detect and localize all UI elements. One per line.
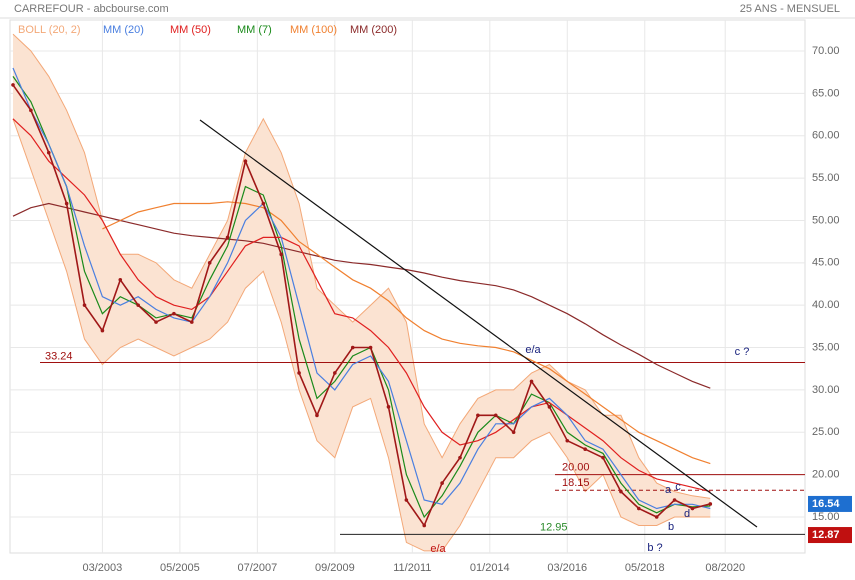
annotation: b ?: [647, 542, 662, 554]
y-tick-label: 65.00: [812, 87, 840, 99]
legend-entry: BOLL (20, 2): [18, 24, 81, 36]
y-tick-label: 35.00: [812, 341, 840, 353]
price-point: [565, 438, 570, 443]
price-point: [690, 506, 695, 511]
price-point: [547, 405, 552, 409]
y-tick-label: 40.00: [812, 299, 840, 311]
price-point: [100, 328, 105, 333]
price-point: [46, 150, 51, 155]
ma-line: [102, 201, 711, 465]
x-tick-label: 05/2005: [160, 562, 200, 574]
price-point: [529, 379, 534, 384]
price-point: [440, 481, 444, 485]
y-tick-label: 25.00: [812, 426, 840, 438]
y-tick-label: 45.00: [812, 257, 840, 269]
price-point: [333, 371, 337, 375]
annotation: c ?: [735, 346, 750, 358]
legend-entry: MM (20): [103, 24, 144, 36]
ma-line: [12, 202, 711, 389]
level-label: 33.24: [45, 350, 73, 362]
legend-entry: MM (50): [170, 24, 211, 36]
price-point: [583, 447, 587, 452]
price-point: [350, 345, 355, 350]
price-tag: [808, 527, 852, 544]
price-point: [297, 371, 301, 375]
price-point: [404, 498, 409, 502]
level-label: 18.15: [562, 477, 590, 489]
price-point: [637, 506, 641, 511]
price-point: [654, 515, 659, 519]
price-point: [154, 320, 158, 324]
annotation: a: [665, 484, 672, 496]
price-point: [11, 83, 15, 87]
price-point: [279, 252, 284, 257]
chart-title: CARREFOUR - abcbourse.com: [14, 3, 169, 15]
legend-entry: MM (7): [237, 24, 272, 36]
annotation: e/a: [430, 543, 446, 555]
ma-line: [12, 67, 711, 510]
price-tag-label: 12.87: [812, 529, 840, 541]
x-tick-label: 07/2007: [237, 562, 277, 574]
price-point: [243, 159, 248, 163]
price-point: [172, 311, 176, 316]
price-point: [82, 303, 87, 307]
price-point: [511, 430, 516, 435]
price-point: [29, 108, 33, 113]
boll-band: [13, 34, 711, 551]
annotation: e/a: [525, 344, 541, 356]
x-tick-label: 03/2016: [547, 562, 587, 574]
annotation: b: [668, 521, 674, 533]
price-point: [207, 261, 212, 265]
x-tick-label: 09/2009: [315, 562, 355, 574]
price-point: [136, 303, 140, 307]
price-point: [386, 405, 391, 409]
annotation: d: [684, 508, 690, 520]
price-point: [368, 345, 373, 350]
price-point: [315, 413, 319, 418]
x-tick-label: 05/2018: [625, 562, 665, 574]
price-point: [672, 498, 677, 502]
x-tick-label: 11/2011: [393, 562, 431, 574]
price-point: [118, 277, 123, 282]
price-point: [64, 201, 69, 206]
price-point: [708, 502, 713, 506]
annotation: c: [675, 481, 681, 493]
price-point: [476, 413, 480, 418]
boll-lower: [12, 118, 711, 552]
chart-subtitle: 25 ANS - MENSUEL: [740, 3, 840, 15]
price-point: [458, 455, 462, 460]
y-tick-label: 20.00: [812, 469, 840, 481]
price-tag-label: 16.54: [812, 498, 840, 510]
trendline: [199, 119, 758, 528]
y-tick-label: 55.00: [812, 172, 840, 184]
price-point: [261, 201, 266, 206]
price-point: [190, 320, 194, 324]
level-label: 20.00: [562, 462, 590, 474]
boll-upper: [12, 33, 711, 499]
price-point: [225, 235, 230, 240]
legend-entry: MM (200): [350, 24, 397, 36]
price-point: [601, 455, 605, 460]
legend-entry: MM (100): [290, 24, 337, 36]
y-tick-label: 30.00: [812, 384, 840, 396]
price-point: [493, 413, 498, 418]
y-tick-label: 70.00: [812, 45, 840, 57]
x-tick-label: 03/2003: [83, 562, 123, 574]
price-point: [619, 489, 623, 494]
y-tick-label: 60.00: [812, 130, 840, 142]
x-tick-label: 01/2014: [470, 562, 510, 574]
price-tag: [808, 495, 852, 512]
x-tick-label: 08/2020: [705, 562, 745, 574]
price-line: [12, 84, 711, 528]
y-tick-label: 15.00: [812, 511, 840, 523]
price-point: [422, 523, 427, 528]
plot-frame: [9, 19, 806, 554]
level-label: 12.95: [540, 521, 568, 533]
y-tick-label: 50.00: [812, 214, 840, 226]
ma-line: [12, 118, 711, 493]
